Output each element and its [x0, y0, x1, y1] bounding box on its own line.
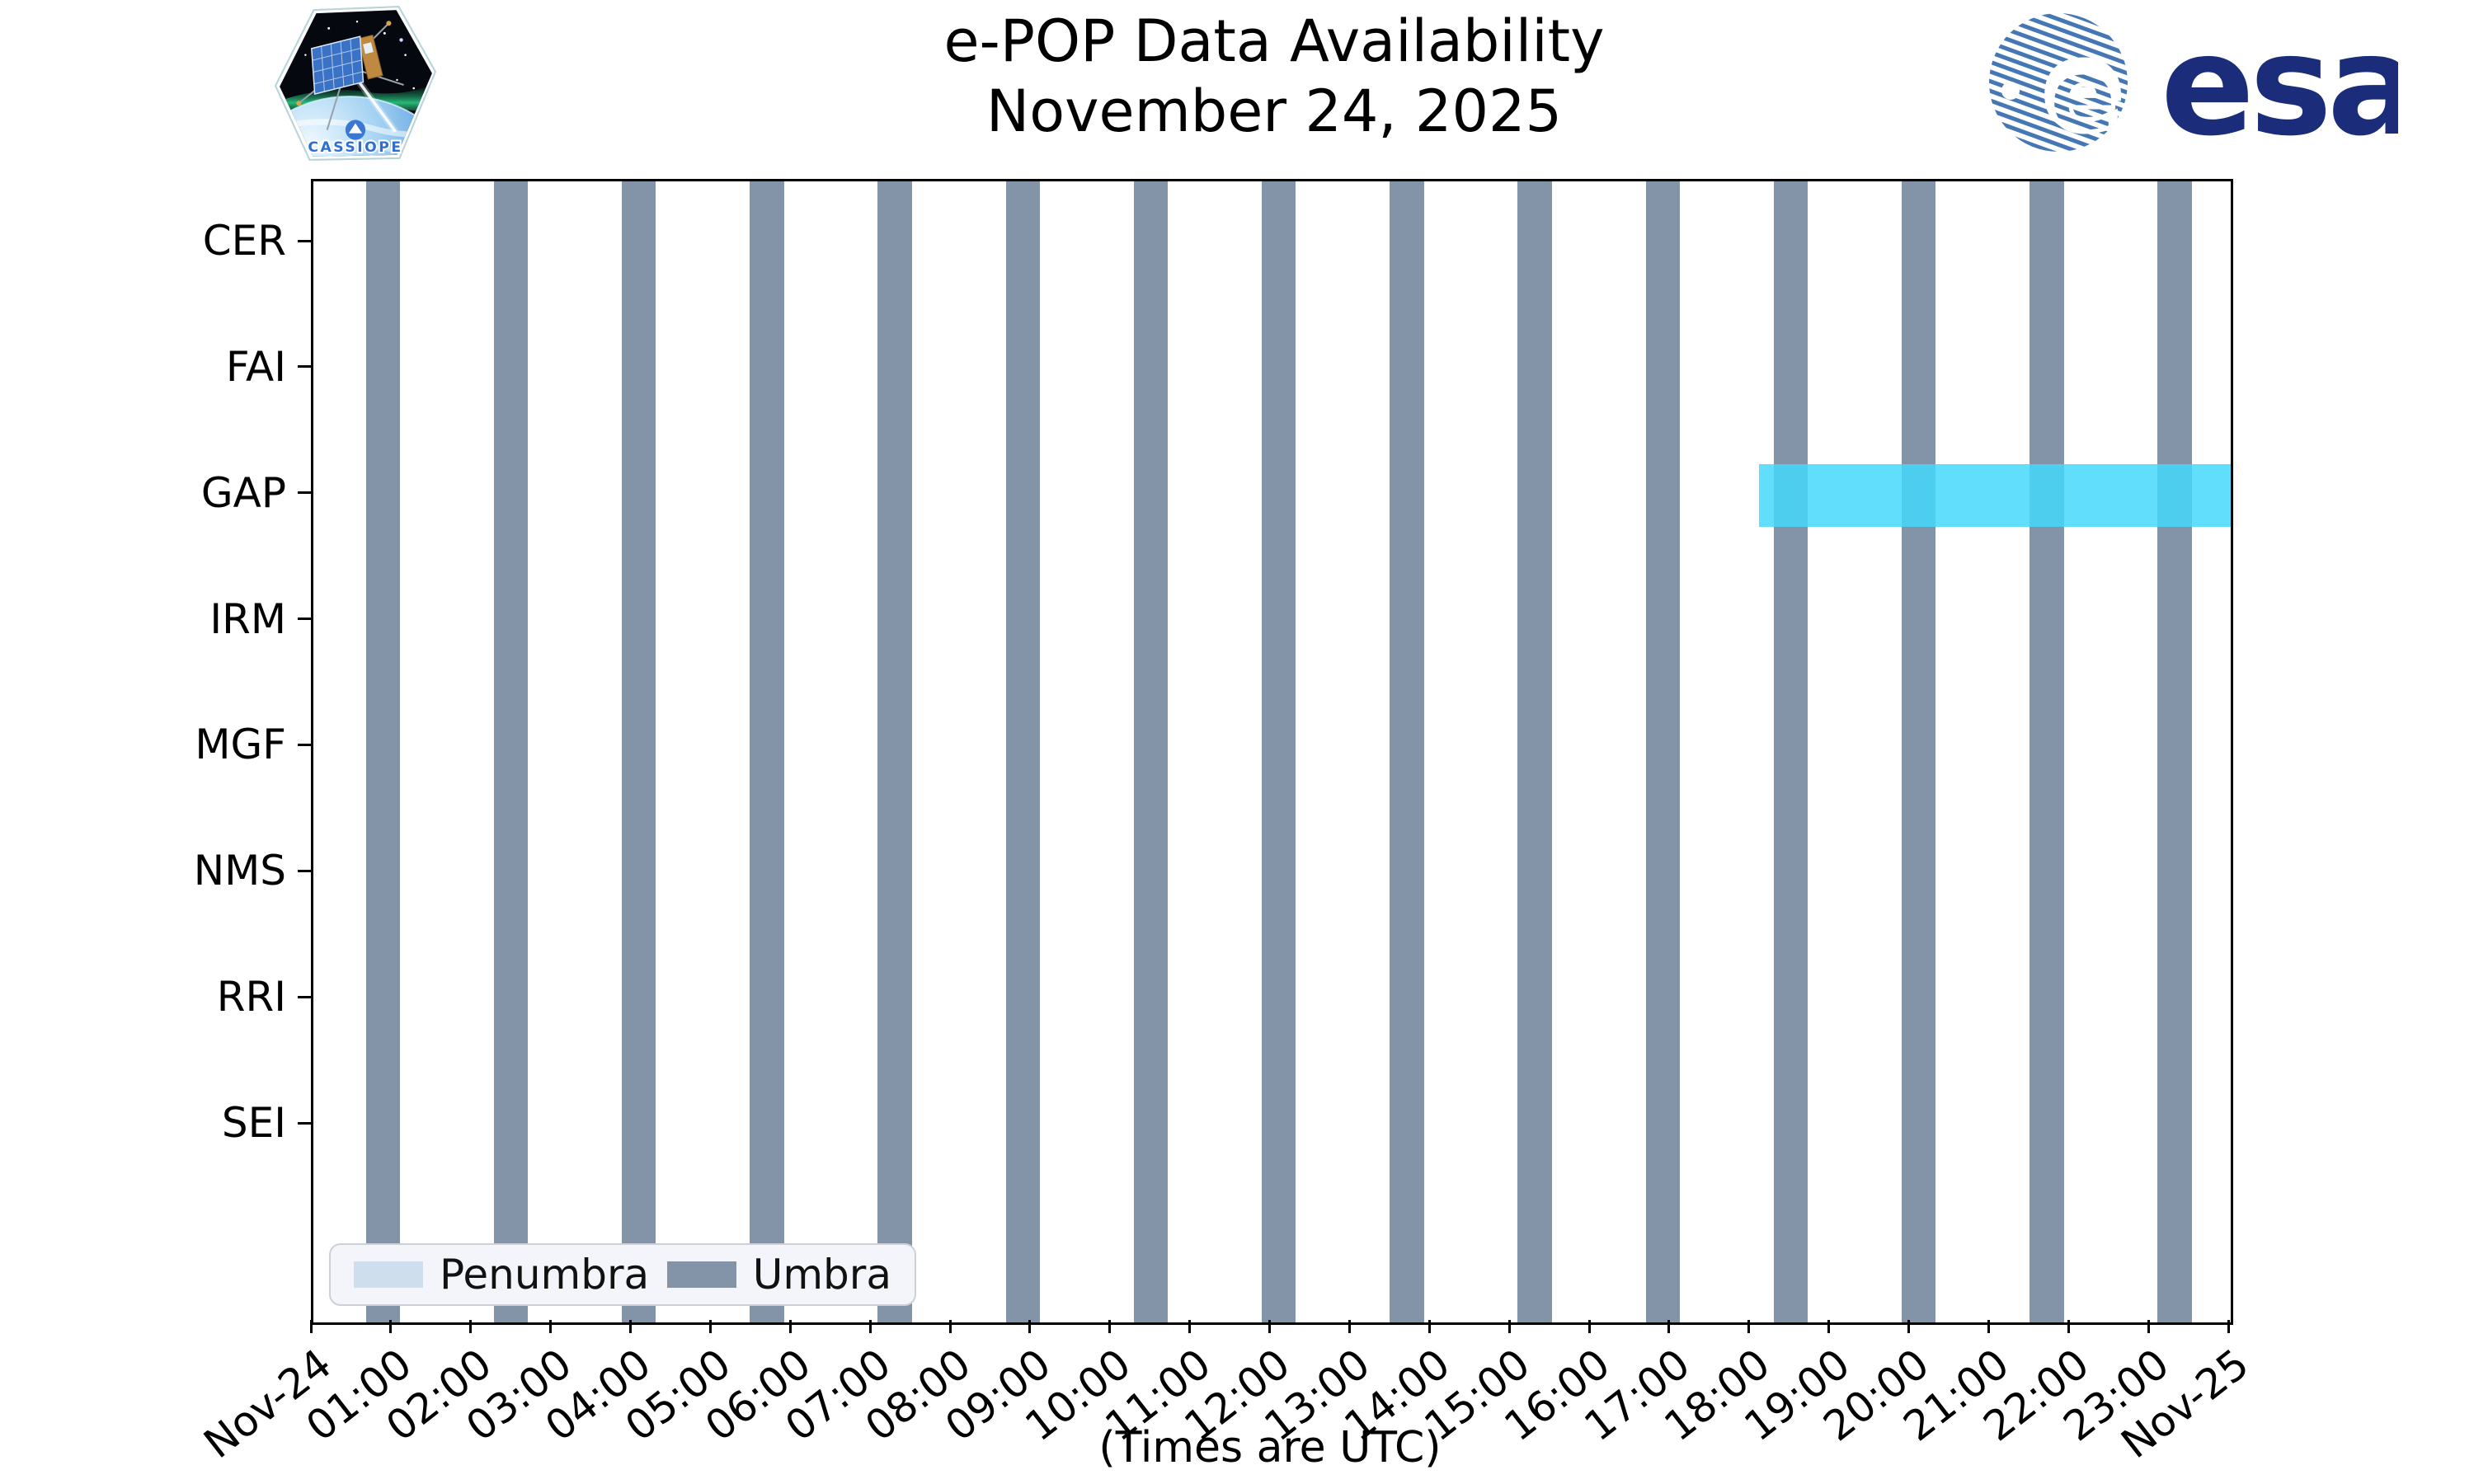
esa-logo: e e esa — [1989, 10, 2398, 158]
umbra-bar — [1773, 181, 1808, 1322]
penumbra-label: Penumbra — [440, 1251, 650, 1298]
satellite-beam — [357, 80, 397, 133]
umbra-bar — [1261, 181, 1296, 1322]
umbra-label: Umbra — [752, 1251, 891, 1298]
x-tick-label: 01:00 — [297, 1340, 421, 1451]
umbra-bar — [493, 181, 528, 1322]
plot-area: Penumbra Umbra — [311, 179, 2233, 1325]
y-tick-label-sei: SEI — [221, 1099, 286, 1148]
x-tick-label: 20:00 — [1814, 1340, 1939, 1451]
umbra-bar — [1389, 181, 1424, 1322]
esa-globe: e e — [1989, 13, 2128, 155]
chart-title-line1: e-POP Data Availability — [943, 7, 1605, 75]
x-tick-label: 04:00 — [536, 1340, 661, 1451]
legend: Penumbra Umbra — [329, 1243, 916, 1306]
patch-artwork — [280, 10, 432, 157]
y-tick-mark — [298, 491, 311, 495]
x-tick-label: 08:00 — [856, 1340, 980, 1451]
y-tick-label-rri: RRI — [216, 973, 286, 1021]
umbra-bar — [2029, 181, 2064, 1322]
penumbra-swatch — [354, 1261, 423, 1288]
umbra-bar — [1901, 181, 1935, 1322]
satellite — [311, 34, 383, 96]
y-tick-label-fai: FAI — [225, 342, 286, 391]
y-tick-mark — [298, 995, 311, 998]
cassiope-mission-patch: CASSIOPE — [274, 6, 437, 161]
umbra-swatch — [666, 1261, 736, 1288]
x-tick-label: 23:00 — [2054, 1340, 2178, 1451]
umbra-bar — [1517, 181, 1552, 1322]
x-tick-label: 02:00 — [377, 1340, 501, 1451]
y-tick-mark — [298, 743, 311, 746]
x-tick-label: 17:00 — [1575, 1340, 1699, 1451]
umbra-bar — [1133, 181, 1168, 1322]
umbra-bar — [365, 181, 400, 1322]
chart-title-line2: November 24, 2025 — [985, 77, 1563, 146]
x-tick-label: 22:00 — [1974, 1340, 2098, 1451]
esa-globe-e: e — [2048, 34, 2118, 155]
y-tick-mark — [298, 618, 311, 621]
umbra-bar — [2157, 181, 2192, 1322]
y-tick-mark — [298, 1121, 311, 1125]
umbra-bar — [877, 181, 912, 1322]
x-axis-title: (Times are UTC) — [1098, 1423, 1442, 1472]
x-tick-label: 19:00 — [1735, 1340, 1859, 1451]
x-tick-label: 09:00 — [936, 1340, 1060, 1451]
umbra-bar — [1005, 181, 1040, 1322]
y-tick-label-cer: CER — [202, 217, 286, 265]
y-tick-label-irm: IRM — [209, 594, 286, 643]
y-tick-label-nms: NMS — [193, 847, 286, 895]
x-tick-label: 06:00 — [696, 1340, 820, 1451]
plot-clip-layer — [313, 181, 2231, 1322]
y-tick-label-gap: GAP — [200, 468, 286, 517]
legend-item-penumbra: Penumbra — [354, 1251, 649, 1298]
x-tick-label: Nov-25 — [2112, 1340, 2258, 1468]
y-tick-mark — [298, 869, 311, 872]
umbra-bar — [749, 181, 784, 1322]
x-tick-label: 18:00 — [1655, 1340, 1779, 1451]
x-tick-label: 05:00 — [616, 1340, 741, 1451]
esa-globe-moon-dot — [2001, 82, 2020, 100]
x-tick-label: 21:00 — [1894, 1340, 2019, 1451]
legend-item-umbra: Umbra — [666, 1251, 891, 1298]
chart-title: e-POP Data Availability November 24, 202… — [943, 7, 1604, 148]
availability-bar-gap — [1759, 463, 2231, 527]
esa-wordmark: esa — [2161, 10, 2398, 158]
x-tick-label: Nov-24 — [195, 1340, 341, 1468]
cassiope-patch-label: CASSIOPE — [308, 139, 402, 156]
umbra-bar — [621, 181, 656, 1322]
y-tick-label-mgf: MGF — [195, 721, 286, 769]
umbra-bar — [1645, 181, 1680, 1322]
y-tick-mark — [298, 365, 311, 369]
x-tick-label: 07:00 — [776, 1340, 900, 1451]
x-tick-label: 03:00 — [457, 1340, 581, 1451]
y-tick-mark — [298, 239, 311, 242]
x-tick-label: 16:00 — [1495, 1340, 1619, 1451]
